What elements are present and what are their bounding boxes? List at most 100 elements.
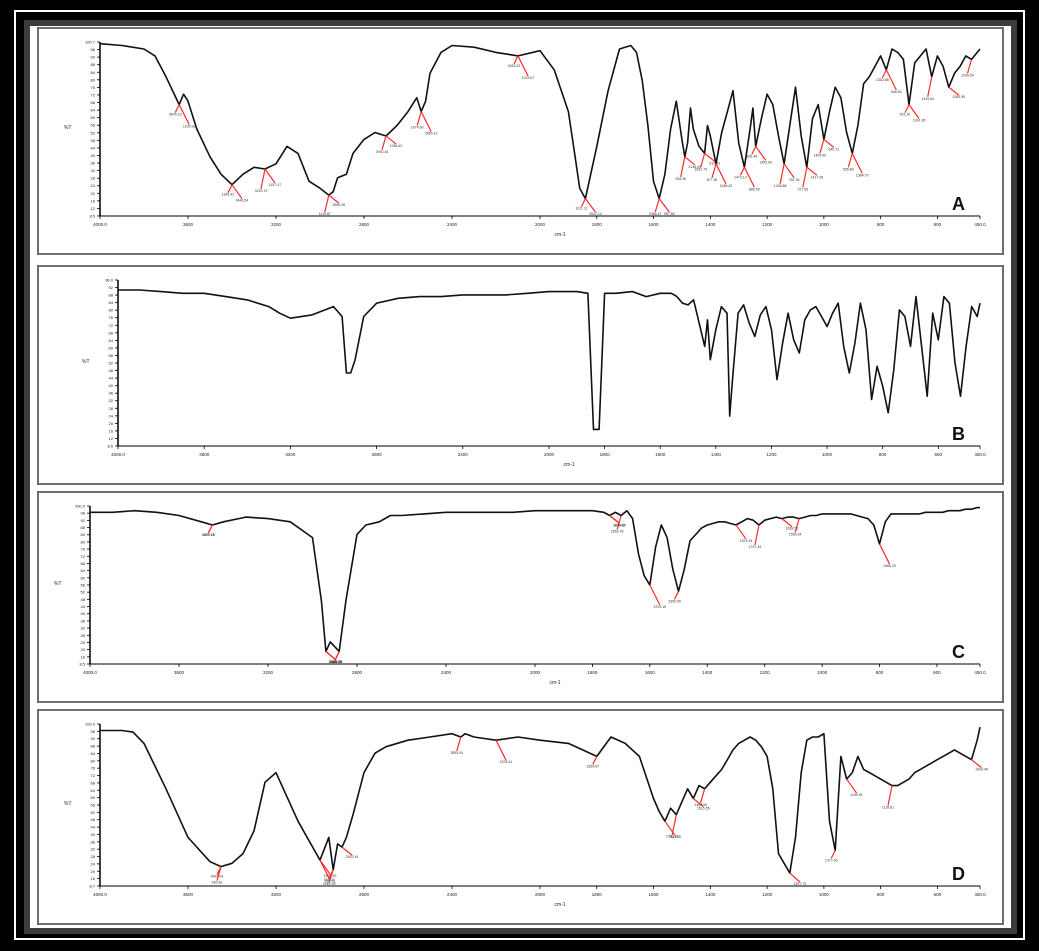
panel-border	[37, 709, 1004, 925]
y-tick-label: 96	[81, 511, 86, 516]
x-tick-label: 800	[876, 670, 884, 675]
panel-letter: B	[952, 424, 965, 444]
y-tick-label: 80	[81, 539, 86, 544]
outer-white-border	[14, 10, 1025, 940]
y-axis-label: %T	[82, 359, 90, 365]
peak-label: 1377.69	[825, 858, 838, 862]
y-tick-label: 100.0	[85, 722, 96, 727]
x-tick-label: 1800	[600, 452, 611, 457]
peak-label: 2924.80	[613, 523, 626, 527]
peak-label: 1042.77	[329, 660, 342, 664]
peak-marker	[324, 194, 330, 213]
x-tick-label: 2000	[544, 452, 555, 457]
spectrum-panel-d: 100.0 96 92 88 84 80 76 72 68 64 60 56 52 48 44 40 36 32 2…	[37, 709, 1004, 925]
peak-label: 1489.42	[720, 184, 733, 188]
peak-label: 3215.70	[255, 189, 268, 193]
peak-marker	[779, 163, 785, 184]
peak-marker	[580, 198, 586, 207]
x-tick-label: 3200	[263, 670, 274, 675]
x-tick-label: 2000	[535, 222, 546, 227]
panel-letter: C	[952, 642, 965, 662]
y-tick-label: 20	[91, 869, 96, 874]
peak-label: 1159.91	[850, 793, 862, 797]
peak-marker	[847, 153, 853, 168]
y-tick-label: 76	[109, 315, 114, 320]
peak-marker	[671, 814, 677, 835]
peak-marker	[231, 184, 243, 200]
peak-marker	[174, 104, 180, 113]
peak-label: 1652.79	[694, 167, 707, 171]
peak-marker	[328, 869, 334, 879]
y-tick-label: 28	[91, 854, 96, 859]
y-tick-label: 96	[91, 729, 96, 734]
spectrum-line	[90, 506, 980, 653]
y-tick-label: 56	[91, 123, 96, 128]
peak-label: 1185.92	[222, 193, 234, 197]
peak-marker	[881, 69, 887, 79]
y-tick-label: 80	[91, 758, 96, 763]
peak-label: 3860.28	[202, 533, 215, 537]
y-tick-label: 84	[91, 751, 96, 756]
x-tick-label: 4000.0	[93, 222, 107, 227]
y-tick-label: 84	[91, 70, 96, 75]
y-tick-label: 40	[109, 383, 114, 388]
x-axis-label: cm-1	[563, 462, 574, 468]
y-tick-label: 88	[81, 525, 86, 530]
peak-marker	[178, 104, 190, 125]
y-tick-label: 64	[109, 338, 114, 343]
peak-marker	[711, 163, 717, 178]
peak-marker	[416, 111, 422, 126]
peak-marker	[904, 104, 910, 113]
peak-label: 1473.12	[734, 175, 747, 179]
peak-marker	[684, 156, 696, 166]
x-tick-label: 1600	[645, 670, 656, 675]
y-tick-label: 76	[91, 85, 96, 90]
peak-label: 3640.23	[169, 113, 182, 117]
y-tick-label: 100.0	[75, 504, 86, 509]
spectrum-panel-b: 96.0 92 88 84 80 76 72 68 64 60 56 52 48 44 40 36 32 28 24…	[37, 265, 1004, 485]
peak-label: 877.35	[707, 178, 718, 182]
y-tick-label: 52	[81, 590, 86, 595]
y-tick-label: 36	[91, 839, 96, 844]
y-tick-label: 20	[91, 191, 96, 196]
peak-label: 2543.22	[508, 64, 521, 68]
y-tick-label: 64	[91, 108, 96, 113]
peak-marker	[806, 166, 818, 176]
x-tick-label: 450.0	[974, 670, 986, 675]
peak-label: 1465.23	[883, 564, 896, 568]
peak-marker	[692, 798, 704, 807]
peak-marker	[654, 198, 660, 213]
peak-label: 640.71	[829, 147, 840, 151]
peak-marker	[227, 184, 233, 193]
y-tick-label: 56	[81, 583, 86, 588]
x-tick-label: 800	[877, 892, 885, 897]
peak-label: 2146.94	[688, 165, 701, 169]
peak-marker	[819, 139, 825, 154]
peak-marker	[495, 739, 507, 761]
peak-label: 962.81	[212, 881, 223, 885]
peak-label: 1377.15	[202, 533, 215, 537]
y-tick-label: 44	[91, 145, 96, 150]
x-tick-label: 1000	[817, 670, 828, 675]
peak-marker	[704, 152, 716, 162]
y-tick-label: 24	[91, 183, 96, 188]
peak-label: 781.05	[789, 178, 800, 182]
y-tick-label: 36	[81, 618, 86, 623]
peak-label: 933.36	[675, 177, 686, 181]
peak-marker	[609, 515, 621, 524]
x-tick-label: 1800	[592, 222, 603, 227]
y-tick-label: 76	[81, 547, 86, 552]
peak-label: 1023.67	[522, 76, 535, 80]
x-axis-label: cm-1	[554, 232, 565, 238]
peak-label: 1362.88	[876, 78, 889, 82]
y-tick-label: 48	[91, 138, 96, 143]
x-tick-label: 2000	[535, 892, 546, 897]
peak-marker	[334, 651, 340, 661]
peak-marker	[420, 111, 432, 132]
peak-marker	[325, 650, 337, 661]
peak-marker	[513, 55, 519, 65]
figure-canvas: 100.7 96 92 88 84 80 76 72 68 64 60 56 52 48 44 40 36 32 2…	[24, 20, 1017, 934]
y-tick-label: 40	[81, 611, 86, 616]
y-tick-label: 52	[91, 130, 96, 135]
